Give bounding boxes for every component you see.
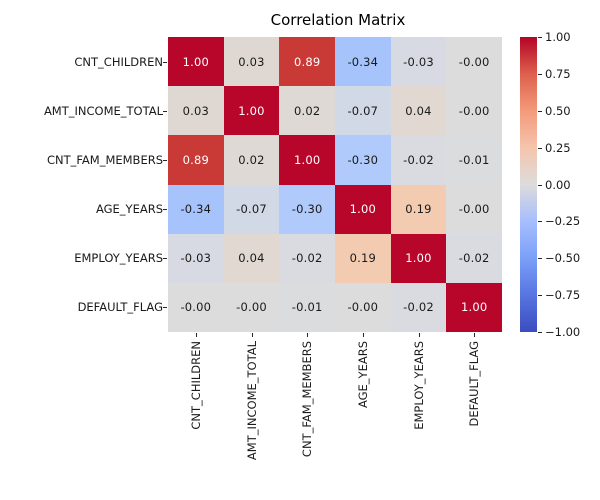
- y-axis-label: AMT_INCOME_TOTAL: [43, 103, 163, 118]
- x-axis-label: DEFAULT_FLAG: [467, 341, 482, 427]
- x-axis-tick: [251, 333, 253, 337]
- x-axis-tick: [474, 333, 476, 337]
- heatmap-cell: -0.03: [168, 233, 224, 283]
- heatmap-cell: -0.02: [446, 233, 502, 283]
- heatmap-cell: 0.03: [223, 37, 280, 87]
- heatmap-cell: 0.04: [223, 233, 280, 283]
- heatmap-cell: -0.03: [390, 37, 447, 87]
- heatmap-cell: 0.19: [335, 233, 391, 283]
- heatmap-cell: 0.19: [390, 184, 447, 234]
- heatmap-cell: 1.00: [335, 184, 391, 234]
- colorbar: [520, 37, 537, 332]
- colorbar-tick-label: 1.00: [545, 30, 571, 44]
- colorbar-tick: [538, 110, 542, 112]
- y-axis-tick: [163, 61, 167, 63]
- heatmap-cell: -0.07: [223, 184, 280, 234]
- heatmap-cell: -0.02: [279, 233, 335, 283]
- heatmap-cell: -0.02: [390, 135, 447, 185]
- heatmap-cell: 1.00: [446, 282, 502, 332]
- y-axis-tick: [163, 307, 167, 309]
- heatmap-cell: -0.02: [390, 282, 447, 332]
- heatmap-cell: 0.02: [279, 86, 335, 136]
- heatmap-cell: -0.00: [223, 282, 280, 332]
- x-axis-label: AMT_INCOME_TOTAL: [244, 341, 259, 461]
- colorbar-tick: [538, 184, 542, 186]
- colorbar-tick-label: 0.00: [545, 177, 571, 192]
- colorbar-tick: [538, 258, 542, 260]
- y-axis-tick: [163, 110, 167, 112]
- colorbar-tick: [538, 295, 542, 297]
- y-axis-tick: [163, 209, 167, 211]
- colorbar-tick-label: 0.25: [545, 140, 571, 155]
- heatmap-cell: 1.00: [168, 37, 224, 87]
- heatmap-cell: -0.30: [335, 135, 391, 185]
- heatmap-cell: 0.89: [168, 135, 224, 185]
- y-axis-label: CNT_CHILDREN: [74, 54, 163, 69]
- x-axis-label: EMPLOY_YEARS: [411, 341, 426, 430]
- colorbar-tick-label: 0.75: [545, 66, 571, 81]
- colorbar-tick: [538, 147, 542, 149]
- heatmap-cell: 0.02: [223, 135, 280, 185]
- heatmap-cell: -0.00: [168, 282, 224, 332]
- x-axis-tick: [195, 333, 197, 337]
- y-axis-label: AGE_YEARS: [95, 202, 163, 217]
- x-axis-tick: [362, 333, 364, 337]
- heatmap-cell: 0.04: [390, 86, 447, 136]
- colorbar-tick: [538, 332, 542, 333]
- heatmap-cell: 1.00: [223, 86, 280, 136]
- heatmap-cell: -0.01: [279, 282, 335, 332]
- x-axis-label: AGE_YEARS: [355, 341, 370, 409]
- heatmap-cell: 1.00: [390, 233, 447, 283]
- heatmap-cell: -0.00: [446, 37, 502, 87]
- heatmap-cell: 0.03: [168, 86, 224, 136]
- heatmap-grid: 1.00 0.03 0.89 -0.34 -0.03 -0.00 0.03 1.00 0.02-…: [168, 37, 502, 332]
- x-axis-label: CNT_FAM_MEMBERS: [300, 341, 315, 458]
- heatmap-cell: -0.34: [335, 37, 391, 87]
- heatmap-cell: -0.01: [446, 135, 502, 185]
- x-axis-tick: [418, 333, 420, 337]
- colorbar-tick-label: −0.75: [545, 288, 581, 303]
- x-axis-label: CNT_CHILDREN: [188, 341, 203, 430]
- heatmap-cell: -0.34: [168, 184, 224, 234]
- y-axis-label: DEFAULT_FLAG: [77, 300, 163, 315]
- heatmap-cell: -0.07: [335, 86, 391, 136]
- chart-title: Correlation Matrix: [270, 11, 406, 29]
- colorbar-tick: [538, 221, 542, 223]
- heatmap-cell: 1.00: [279, 135, 335, 185]
- y-axis-tick: [163, 159, 167, 161]
- colorbar-tick-label: −1.00: [545, 325, 581, 339]
- colorbar-tick-label: −0.25: [545, 214, 581, 229]
- y-axis-tick: [163, 258, 167, 260]
- colorbar-tick: [538, 37, 542, 38]
- colorbar-tick: [538, 73, 542, 75]
- heatmap-cell: -0.00: [446, 184, 502, 234]
- x-axis-tick: [307, 333, 309, 337]
- colorbar-tick-label: −0.50: [545, 251, 581, 266]
- y-axis-label: CNT_FAM_MEMBERS: [46, 152, 163, 167]
- colorbar-tick-label: 0.50: [545, 103, 571, 118]
- heatmap-cell: -0.00: [335, 282, 391, 332]
- heatmap-cell: -0.30: [279, 184, 335, 234]
- heatmap-cell: -0.00: [446, 86, 502, 136]
- y-axis-label: EMPLOY_YEARS: [74, 251, 163, 266]
- heatmap-cell: 0.89: [279, 37, 335, 87]
